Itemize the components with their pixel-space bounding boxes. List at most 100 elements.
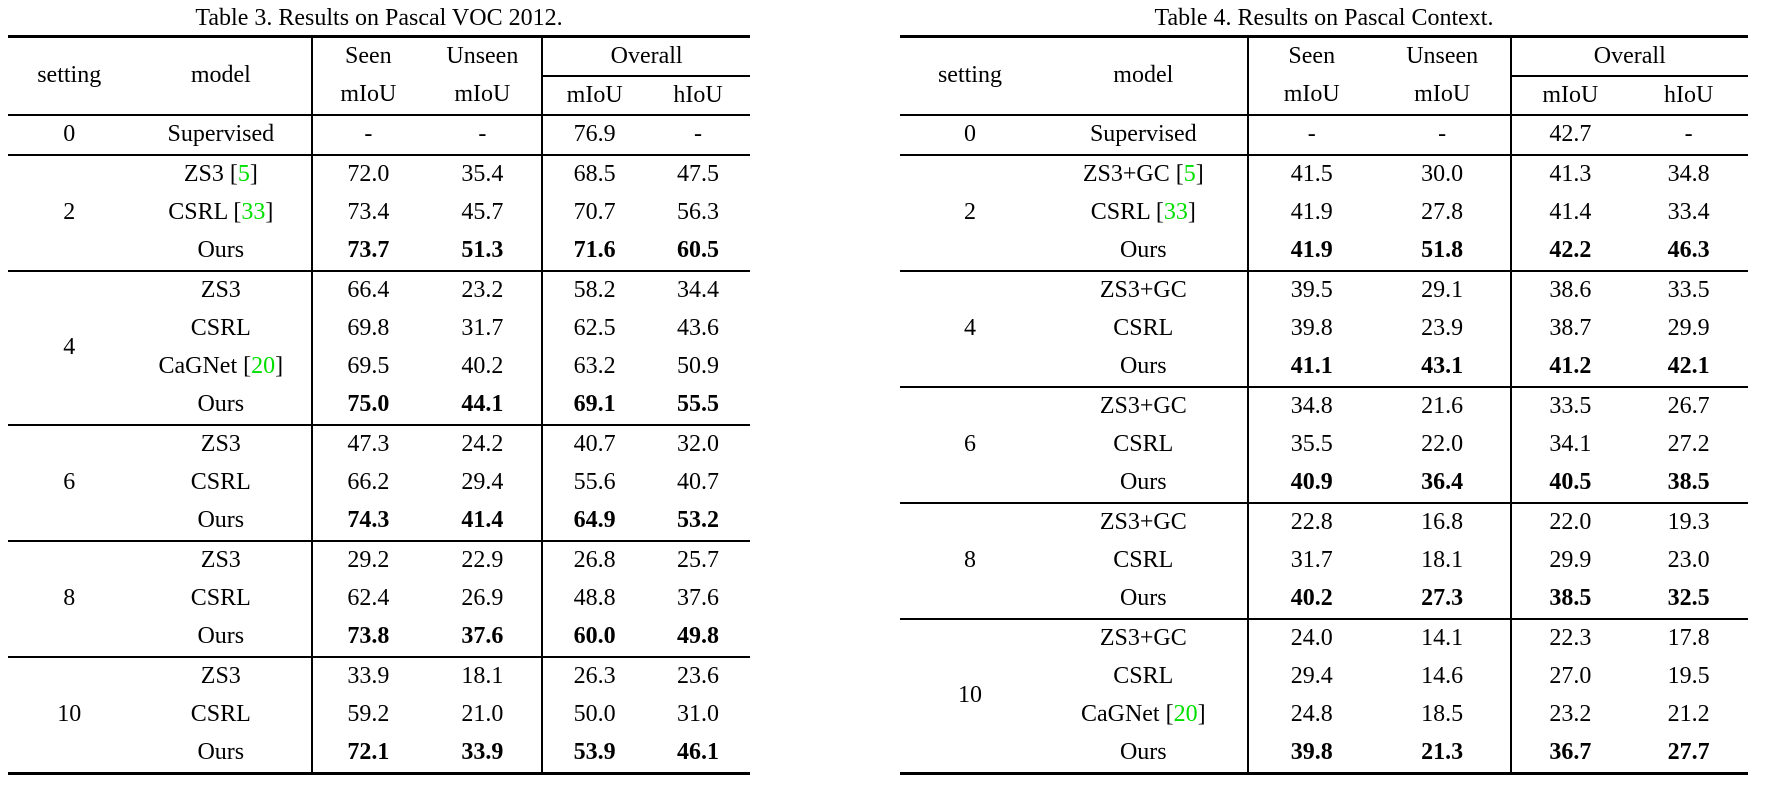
citation-ref: 20: [1173, 701, 1198, 728]
value-cell: 14.6: [1374, 658, 1512, 696]
table-row: CSRL 35.5 22.0 34.1 27.2: [900, 426, 1748, 464]
value-cell: 27.7: [1629, 734, 1748, 775]
value-cell: 24.0: [1247, 618, 1375, 658]
model-cell: Ours: [1039, 348, 1249, 387]
value-cell: 23.0: [1667, 547, 1710, 574]
value-cell: 22.0: [1374, 426, 1512, 464]
setting-cell: 0: [8, 114, 131, 155]
results-table-pascal-context: setting model Seen Unseen Overall mIoU m…: [900, 35, 1748, 775]
table-3-caption: Table 3. Results on Pascal VOC 2012.: [195, 5, 563, 31]
value-cell: 24.2: [423, 424, 544, 464]
table-row: CSRL [33] 41.9 27.8 41.4 33.4: [900, 194, 1748, 232]
value-cell: 56.3: [677, 199, 720, 226]
value-cell: 38.5: [1667, 469, 1710, 496]
value-cell: 18.5: [1374, 696, 1512, 734]
value-cell: 36.7: [1510, 734, 1630, 775]
value-cell: 47.5: [646, 154, 750, 194]
value-cell: 30.0: [1374, 154, 1512, 194]
citation-ref: 5: [1183, 161, 1196, 188]
table-4-header: setting model Seen Unseen Overall mIoU m…: [900, 35, 1748, 115]
value-cell: 29.9: [1549, 547, 1592, 574]
table-3-header: setting model Seen Unseen Overall mIoU m…: [8, 35, 750, 115]
col-subheader-unseen-miou: mIoU: [423, 76, 544, 115]
value-cell: 44.1: [423, 386, 544, 425]
value-cell: 26.3: [542, 656, 647, 696]
setting-cell: 6: [900, 386, 1040, 503]
table-row: 2 ZS3+GC [5] 41.5 30.0 41.3 34.8: [900, 154, 1748, 271]
col-header-overall: Overall: [1510, 35, 1748, 77]
value-cell: 53.2: [677, 507, 720, 534]
table-4-body: 0 Supervised - -42.7-2 ZS3+GC [5] 41.5 30.0 41.…: [900, 114, 1748, 775]
value-cell: 45.7: [423, 194, 544, 232]
model-cell: ZS3+GC: [1039, 270, 1249, 310]
value-cell: 41.1: [1290, 353, 1333, 380]
header-row-1: setting model Seen Unseen Overall: [900, 35, 1748, 115]
value-cell: -: [423, 114, 544, 155]
model-cell: CaGNet [20]: [1039, 696, 1249, 734]
value-cell: 19.5: [1667, 663, 1710, 690]
value-cell: 53.9: [542, 734, 647, 775]
value-cell: 32.0: [646, 424, 750, 464]
value-cell: 74.3: [347, 507, 390, 534]
value-cell: 40.2: [423, 348, 544, 386]
table-row: Ours 75.0 44.1 69.1 55.5: [8, 386, 750, 425]
value-cell: 33.5: [1629, 270, 1748, 310]
value-cell: 41.9: [1290, 237, 1333, 264]
value-cell: 58.2: [542, 270, 647, 310]
citation-ref: 33: [1163, 199, 1188, 226]
model-cell: CSRL: [130, 310, 314, 348]
value-cell: 34.4: [646, 270, 750, 310]
value-cell: 36.4: [1374, 464, 1512, 503]
setting-cell: 4: [900, 270, 1040, 387]
model-cell: Supervised: [1039, 114, 1249, 155]
value-cell: 22.9: [423, 540, 544, 580]
value-cell: 55.6: [573, 469, 616, 496]
value-cell: 21.3: [1374, 734, 1512, 775]
value-cell: 69.1: [573, 391, 616, 418]
table-row: 0 Supervised - -42.7-: [900, 114, 1748, 155]
value-cell: 50.9: [677, 353, 720, 380]
setting-cell: 2: [900, 154, 1040, 271]
value-cell: 16.8: [1374, 502, 1512, 542]
value-cell: 22.8: [1247, 502, 1375, 542]
table-row: CSRL [33] 73.4 45.7 70.7 56.3: [8, 194, 750, 232]
value-cell: 38.7: [1549, 315, 1592, 342]
col-subheader-overall-hiou: hIoU: [1663, 81, 1714, 108]
value-cell: 40.7: [542, 424, 647, 464]
value-cell: 43.6: [677, 315, 720, 342]
setting-cell: 10: [900, 618, 1040, 775]
value-cell: 22.0: [1510, 502, 1630, 542]
value-cell: 18.1: [1374, 542, 1512, 580]
table-3-section: Table 3. Results on Pascal VOC 2012. set…: [8, 5, 750, 775]
value-cell: 32.5: [1667, 585, 1710, 612]
value-cell: 29.1: [1374, 270, 1512, 310]
value-cell: 21.0: [423, 696, 544, 734]
value-cell: 66.2: [347, 469, 390, 496]
value-cell: 24.8: [1290, 701, 1333, 728]
model-cell: CSRL [33]: [1039, 194, 1249, 232]
value-cell: 39.8: [1247, 734, 1375, 775]
value-cell: 21.2: [1667, 701, 1710, 728]
setting-cell: 8: [8, 540, 131, 657]
table-row: CSRL 62.4 26.9 48.8 37.6: [8, 580, 750, 618]
value-cell: 19.3: [1629, 502, 1748, 542]
table-row: Ours 41.1 43.1 41.2 42.1: [900, 348, 1748, 387]
model-cell: CaGNet [20]: [130, 348, 314, 386]
value-cell: 27.2: [1667, 431, 1710, 458]
table-row: CaGNet [20] 69.5 40.2 63.2 50.9: [8, 348, 750, 386]
setting-cell: 8: [900, 502, 1040, 619]
value-cell: 39.8: [1290, 315, 1333, 342]
value-cell: 31.7: [1290, 547, 1333, 574]
setting-cell: 0: [900, 114, 1040, 155]
table-row: 8 ZS3+GC 22.8 16.8 22.0 19.3: [900, 502, 1748, 619]
model-cell: ZS3: [130, 270, 314, 310]
table-row: 6 ZS3+GC 34.8 21.6 33.5 26.7: [900, 386, 1748, 503]
value-cell: 26.8: [542, 540, 647, 580]
model-cell: ZS3: [130, 540, 314, 580]
value-cell: 41.9: [1290, 199, 1333, 226]
table-row: Ours 72.1 33.9 53.9 46.1: [8, 734, 750, 775]
setting-cell: 4: [8, 270, 131, 425]
table-row: Ours 40.2 27.3 38.5 32.5: [900, 580, 1748, 619]
value-cell: 51.8: [1374, 232, 1512, 271]
value-cell: 33.9: [423, 734, 544, 775]
